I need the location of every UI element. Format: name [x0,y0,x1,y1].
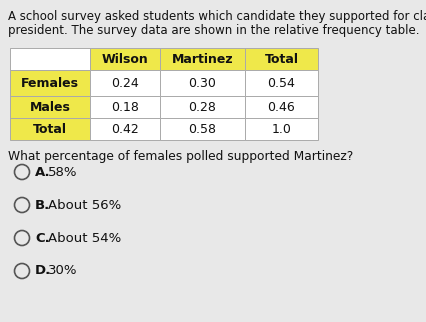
Text: 0.54: 0.54 [268,77,296,90]
Text: 0.18: 0.18 [111,100,139,113]
Bar [90,70,160,96]
Text: 0.30: 0.30 [189,77,216,90]
Bar [245,96,318,118]
Bar [10,48,90,70]
Bar [10,96,90,118]
Bar [90,118,160,140]
Text: Females: Females [21,77,79,90]
Bar [245,70,318,96]
Text: A school survey asked students which candidate they supported for class: A school survey asked students which can… [8,10,426,23]
Text: Total: Total [33,122,67,136]
Text: 30%: 30% [48,264,78,278]
Text: About 54%: About 54% [48,232,121,244]
Bar [160,118,245,140]
Bar [10,118,90,140]
Text: 0.28: 0.28 [189,100,216,113]
Bar [160,48,245,70]
Text: Males: Males [29,100,70,113]
Text: Wilson: Wilson [102,52,148,65]
Bar [160,96,245,118]
Text: What percentage of females polled supported Martinez?: What percentage of females polled suppor… [8,150,353,163]
Text: 58%: 58% [48,166,78,178]
Text: Total: Total [265,52,299,65]
Text: 1.0: 1.0 [271,122,291,136]
Text: president. The survey data are shown in the relative frequency table.: president. The survey data are shown in … [8,24,420,37]
Bar [245,118,318,140]
Text: 0.58: 0.58 [188,122,216,136]
Bar [245,48,318,70]
Text: 0.24: 0.24 [111,77,139,90]
Bar [10,70,90,96]
Text: A.: A. [35,166,51,178]
Text: About 56%: About 56% [48,198,121,212]
Bar [90,48,160,70]
Text: 0.46: 0.46 [268,100,295,113]
Text: D.: D. [35,264,51,278]
Text: Martinez: Martinez [172,52,233,65]
Text: B.: B. [35,198,50,212]
Bar [160,70,245,96]
Bar [90,96,160,118]
Text: 0.42: 0.42 [111,122,139,136]
Text: C.: C. [35,232,50,244]
